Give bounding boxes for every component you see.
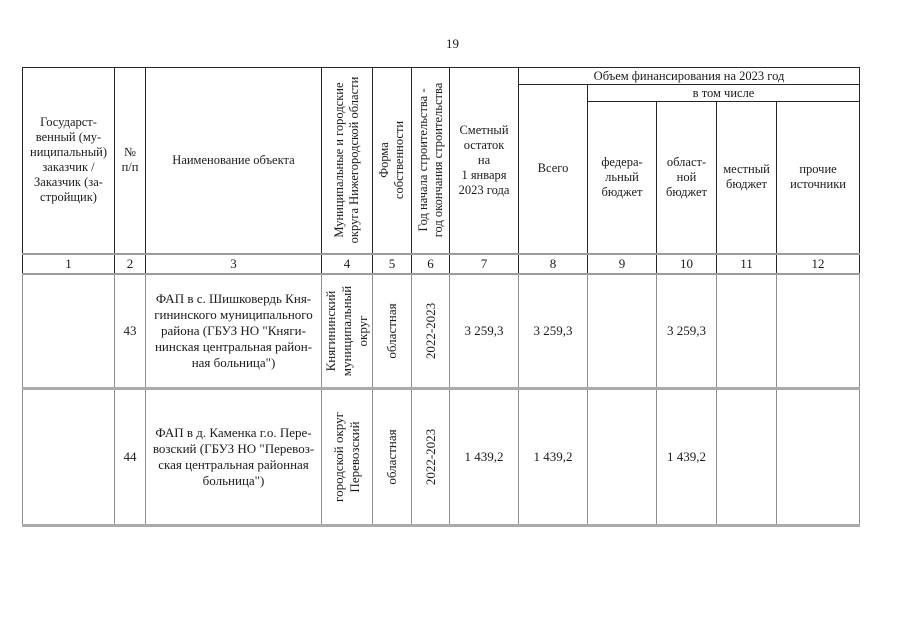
object-name-cell: ФАП в д. Каменка г.о. Пере- возский (ГБУ… [145,388,322,527]
years-cell-text: 2022-2023 [422,302,438,359]
regional-cell: 3 259,3 [656,273,717,390]
district-header: Муниципальные и городские округа Нижегор… [321,67,373,254]
total-header: Всего [518,84,588,254]
column-index-10: 10 [656,252,717,275]
column-index-9: 9 [587,252,657,275]
ownership-cell-text: областная [384,429,400,485]
column-index-8: 8 [518,252,588,275]
header-row-2: Всего в том числе [23,84,861,254]
total-cell: 1 439,2 [518,388,588,527]
column-index-7: 7 [449,252,519,275]
ownership-cell: областная [372,273,412,390]
district-header-text: Муниципальные и городские округа Нижегор… [331,76,361,244]
district-cell-text: городской округ Перевозский [331,412,362,502]
construction-years-header-text: Год начала строительства - год окончания… [415,83,445,238]
ownership-cell: областная [372,388,412,527]
table-row: 44 ФАП в д. Каменка г.о. Пере- возский (… [22,388,861,527]
local-cell [716,388,777,527]
estimate-balance-header: Сметный остаток на 1 января 2023 года [449,67,519,254]
customer-cell [22,273,115,390]
district-cell-text: Княгининский муниципальный округ [323,285,370,376]
district-cell: городской округ Перевозский [321,388,373,527]
local-budget-header: местный бюджет [716,101,777,254]
column-index-12: 12 [775,252,861,275]
district-cell: Княгининский муниципальный округ [321,273,373,390]
federal-cell [587,388,657,527]
ownership-header: Форма собственности [372,67,412,254]
row-number-cell: 43 [114,273,146,390]
financing-2023-header: Объем финансирования на 2023 год [517,67,861,85]
other-cell [775,388,861,527]
row-number-header: № п/п [114,67,146,254]
other-sources-header: прочие источники [775,101,861,254]
other-cell [775,273,861,390]
column-index-row: 1 2 3 4 5 6 7 8 9 10 11 12 [22,252,861,275]
balance-cell: 1 439,2 [449,388,519,527]
federal-budget-header: федера- льный бюджет [587,101,657,254]
customer-header: Государст- венный (му- ниципальный) зака… [22,67,115,254]
column-index-2: 2 [114,252,146,275]
years-cell-text: 2022-2023 [422,428,438,486]
header-row-1: Государст- венный (му- ниципальный) зака… [22,67,861,254]
years-cell: 2022-2023 [411,273,450,390]
local-cell [716,273,777,390]
ownership-cell-text: областная [384,303,400,359]
column-index-4: 4 [321,252,373,275]
balance-cell: 3 259,3 [449,273,519,390]
column-index-1: 1 [22,252,115,275]
object-name-header: Наименование объекта [145,67,322,254]
customer-cell [22,388,115,527]
column-index-11: 11 [716,252,777,275]
federal-cell [587,273,657,390]
object-name-cell: ФАП в с. Шишковердь Кня- гининского муни… [145,273,322,390]
column-index-3: 3 [145,252,322,275]
page-number: 19 [446,36,459,51]
table-row: 43 ФАП в с. Шишковердь Кня- гининского м… [22,273,861,390]
regional-cell: 1 439,2 [656,388,717,527]
construction-years-header: Год начала строительства - год окончания… [411,67,450,254]
total-cell: 3 259,3 [518,273,588,390]
ownership-header-text: Форма собственности [376,121,406,200]
financing-table: Государст- венный (му- ниципальный) зака… [22,67,861,527]
row-number-cell: 44 [114,388,146,527]
regional-budget-header: област- ной бюджет [656,101,717,254]
years-cell: 2022-2023 [411,388,450,527]
including-header: в том числе [586,84,861,102]
column-index-5: 5 [372,252,412,275]
column-index-6: 6 [411,252,450,275]
